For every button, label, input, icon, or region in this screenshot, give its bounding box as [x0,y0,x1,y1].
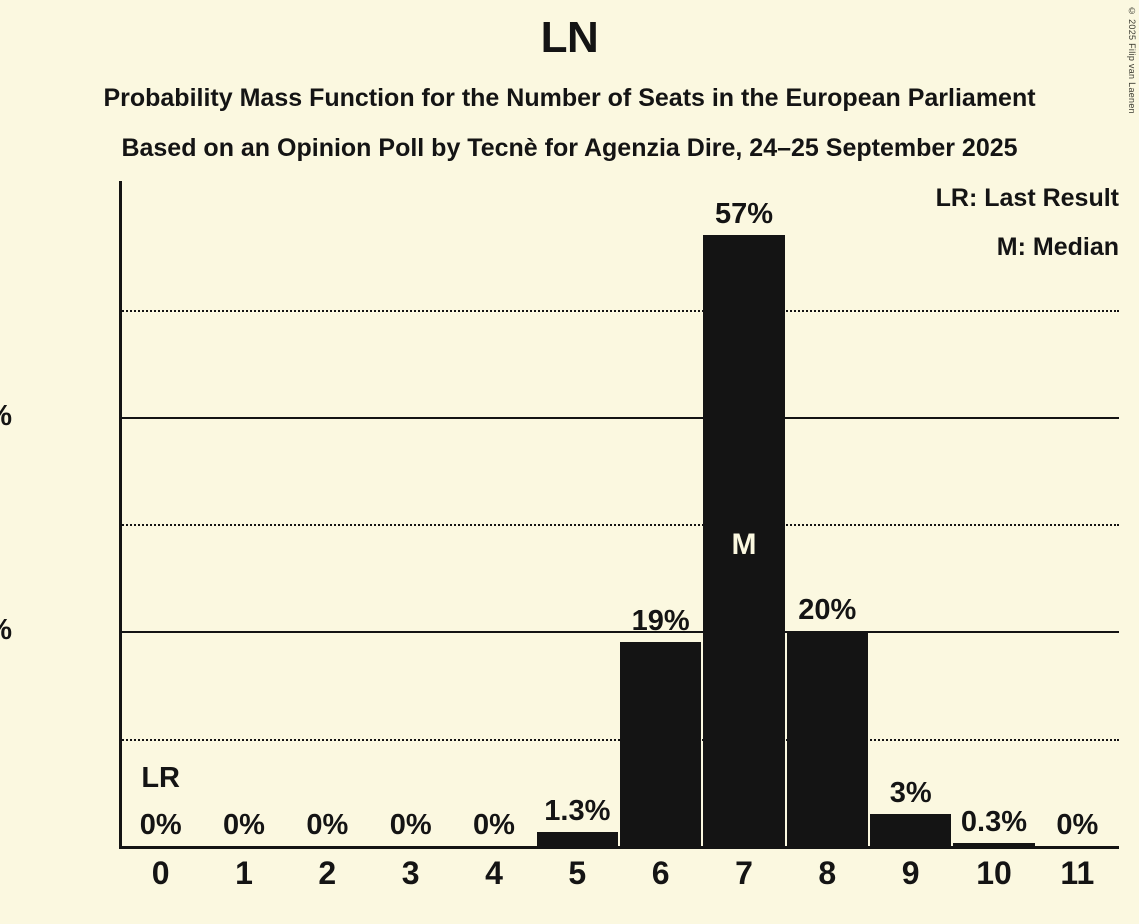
gridline-30 [119,524,1119,527]
bar-slot-7[interactable]: 57% M [703,181,785,846]
bar-series: 0% LR 0% 0% 0% 0% 1.3% 19% 57% M 20% 3% 0.3% 0% [119,181,1119,846]
bar-7[interactable] [703,234,785,846]
gridline-50 [119,309,1119,312]
bar-slot-11[interactable]: 0% [1037,181,1118,846]
gridline-20 [119,631,1119,634]
chart-subtitle-1: Probability Mass Function for the Number… [103,84,1036,112]
y-tick-label: 20% [0,616,12,645]
x-tick-label-5: 5 [568,855,587,891]
bar-value-label-9: 3% [889,776,932,809]
bar-slot-4[interactable]: 0% [453,181,534,846]
x-tick-label-11: 11 [1060,855,1095,891]
bar-value-label-10: 0.3% [960,805,1028,838]
x-axis-line [119,846,1119,849]
bar-value-label-8: 20% [798,594,857,627]
bar-slot-2[interactable]: 0% [287,181,368,846]
bar-slot-5[interactable]: 1.3% [536,181,618,846]
bar-value-label-3: 0% [389,809,432,841]
bar-9[interactable] [870,813,952,846]
page-title: LN [540,13,599,62]
bar-value-label-7: 57% [714,197,774,230]
bar-8[interactable] [786,631,868,846]
bar-6[interactable] [620,642,702,846]
bar-slot-1[interactable]: 0% [203,181,284,846]
x-tick-label-0: 0 [151,855,170,891]
bar-value-label-2: 0% [306,809,349,841]
x-tick-label-1: 1 [235,855,253,891]
bar-value-label-5: 1.3% [544,795,611,828]
bar-value-label-0: 0% [139,809,182,841]
x-tick-label-8: 8 [818,855,837,891]
y-axis-line [119,181,122,849]
x-tick-label-2: 2 [318,855,337,891]
bar-slot-10[interactable]: 0.3% [953,181,1035,846]
y-tick-label: 40% [0,401,12,431]
bar-slot-8[interactable]: 20% [786,181,868,846]
bar-slot-3[interactable]: 0% [370,181,451,846]
bar-5[interactable] [536,832,618,846]
gridline-40 [119,416,1119,419]
bar-10[interactable] [953,842,1035,846]
x-tick-label-6: 6 [651,855,670,891]
legend-last-result: LR: Last Result [935,184,1119,212]
bar-slot-0[interactable]: 0% LR [120,181,201,846]
bar-value-label-6: 19% [631,605,690,638]
legend-median: M: Median [996,233,1119,261]
plot-area: 0% LR 0% 0% 0% 0% 1.3% 19% 57% M 20% 3% 0.3% 0% [119,181,1119,849]
x-tick-label-9: 9 [901,855,920,891]
gridline-10 [119,738,1119,741]
x-tick-label-7: 7 [735,855,753,891]
x-tick-label-4: 4 [485,855,503,891]
bar-value-label-4: 0% [473,809,515,841]
copyright-notice: © 2025 Filip van Laenen [1127,6,1137,114]
median-marker: M [731,528,757,561]
x-tick-label-3: 3 [401,855,420,891]
bar-value-label-1: 0% [223,809,265,841]
bar-slot-6[interactable]: 19% [620,181,702,846]
x-tick-label-10: 10 [976,855,1012,891]
bar-value-label-11: 0% [1056,809,1099,841]
chart-subtitle-2: Based on an Opinion Poll by Tecnè for Ag… [121,134,1018,162]
bar-slot-9[interactable]: 3% [870,181,952,846]
last-result-marker: LR [141,762,180,794]
